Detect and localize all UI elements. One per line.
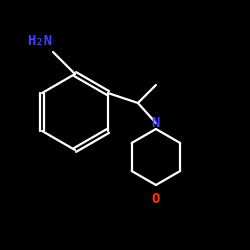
Text: H₂N: H₂N	[27, 34, 52, 48]
Text: N: N	[152, 116, 160, 130]
Text: O: O	[152, 192, 160, 206]
